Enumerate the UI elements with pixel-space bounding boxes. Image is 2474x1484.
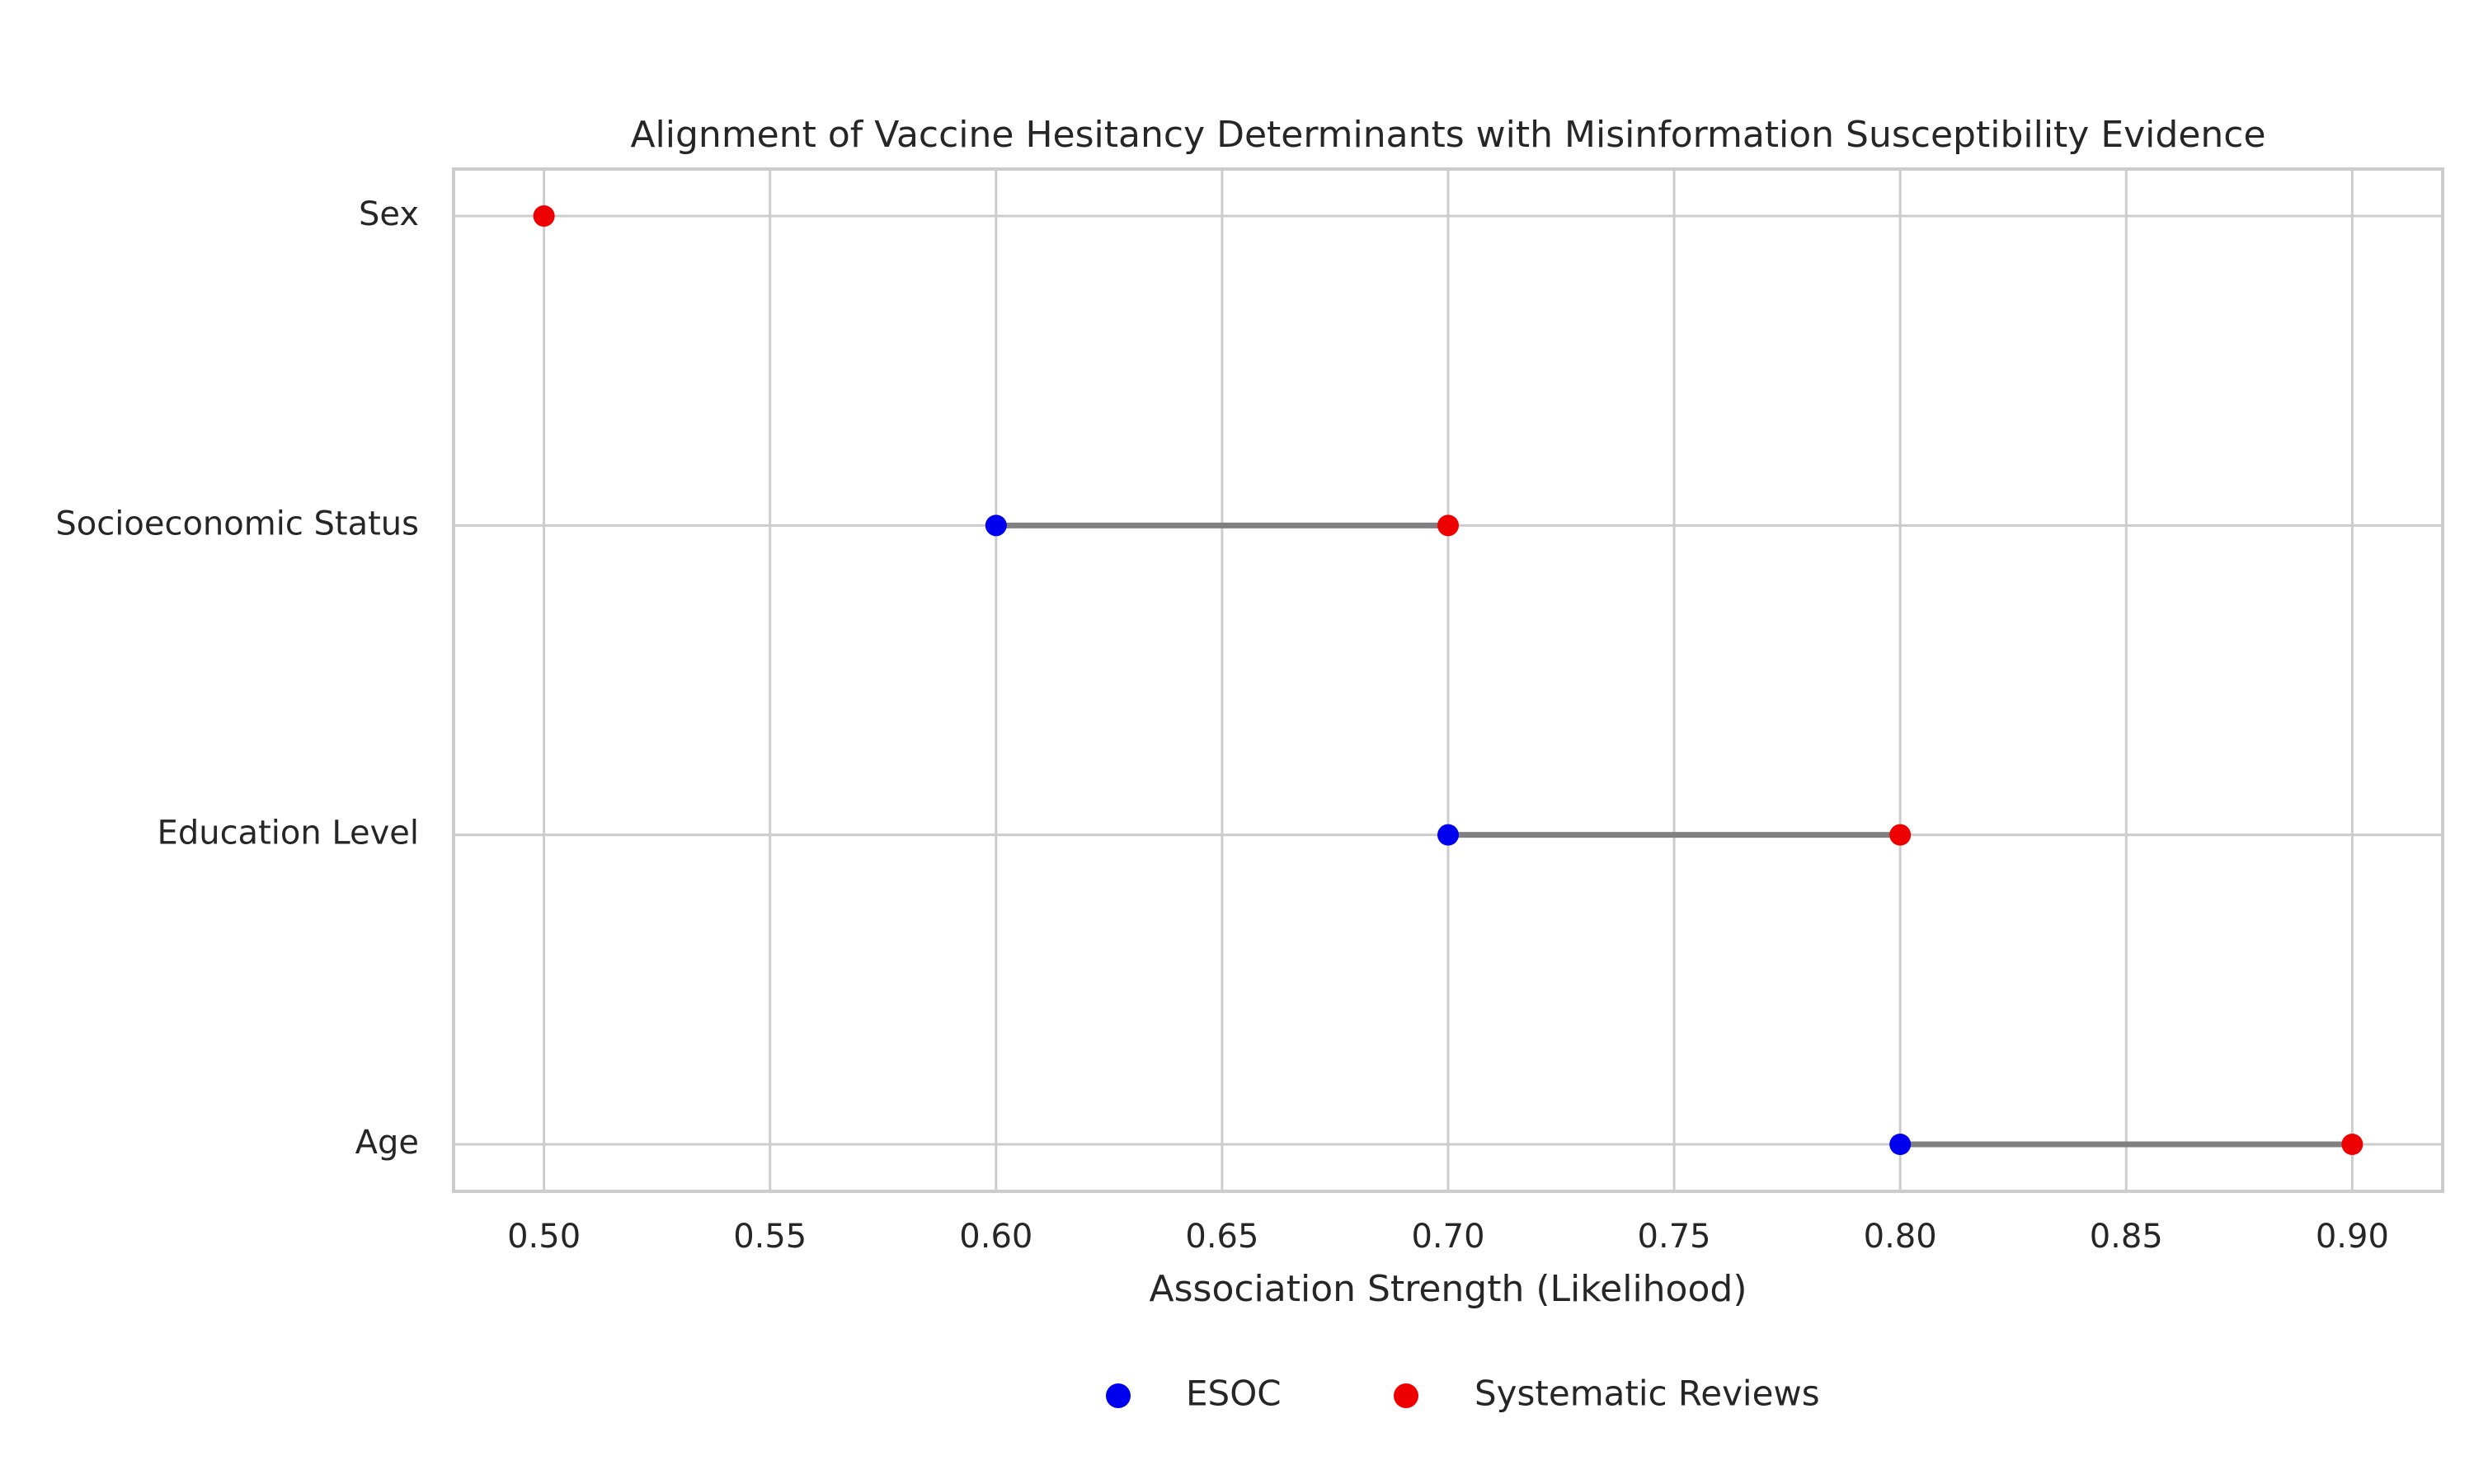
y-tick-label: Education Level — [158, 815, 419, 852]
y-tick-labels: Sex Socioeconomic Status Education Level Ag… — [55, 195, 419, 1162]
x-tick-label: 0.60 — [959, 1218, 1032, 1256]
legend-label-systematic-reviews: Systematic Reviews — [1475, 1374, 1820, 1414]
x-axis-label: Association Strength (Likelihood) — [1150, 1268, 1747, 1310]
y-tick-label: Socioeconomic Status — [55, 505, 419, 542]
x-tick-label: 0.85 — [2090, 1218, 2163, 1256]
connectors — [995, 522, 2353, 1148]
x-tick-label: 0.75 — [1638, 1218, 1711, 1256]
data-points — [533, 205, 2363, 1155]
x-tick-label: 0.70 — [1411, 1218, 1484, 1256]
x-tick-label: 0.80 — [1864, 1218, 1937, 1256]
x-tick-labels: 0.50 0.55 0.60 0.65 0.70 0.75 0.80 0.85 0.90 — [507, 1218, 2389, 1256]
chart-title: Alignment of Vaccine Hesitancy Determina… — [630, 114, 2265, 156]
point-systematic-reviews — [533, 205, 555, 227]
legend: ESOC Systematic Reviews — [1106, 1374, 1820, 1414]
point-esoc — [1889, 1134, 1912, 1155]
point-esoc — [985, 514, 1007, 537]
legend-marker-systematic-reviews — [1394, 1383, 1418, 1408]
legend-label-esoc: ESOC — [1186, 1374, 1282, 1414]
grid — [454, 169, 2443, 1191]
y-tick-label: Sex — [359, 195, 419, 233]
point-systematic-reviews — [1437, 514, 1459, 537]
plot-frame — [452, 167, 2444, 1193]
x-tick-label: 0.65 — [1185, 1218, 1258, 1256]
y-tick-label: Age — [355, 1124, 419, 1162]
point-systematic-reviews — [1889, 824, 1912, 846]
x-tick-label: 0.50 — [507, 1218, 581, 1256]
x-tick-label: 0.55 — [733, 1218, 807, 1256]
point-systematic-reviews — [2341, 1134, 2363, 1155]
legend-marker-esoc — [1106, 1383, 1131, 1408]
point-esoc — [1437, 824, 1459, 846]
x-tick-label: 0.90 — [2316, 1218, 2389, 1256]
